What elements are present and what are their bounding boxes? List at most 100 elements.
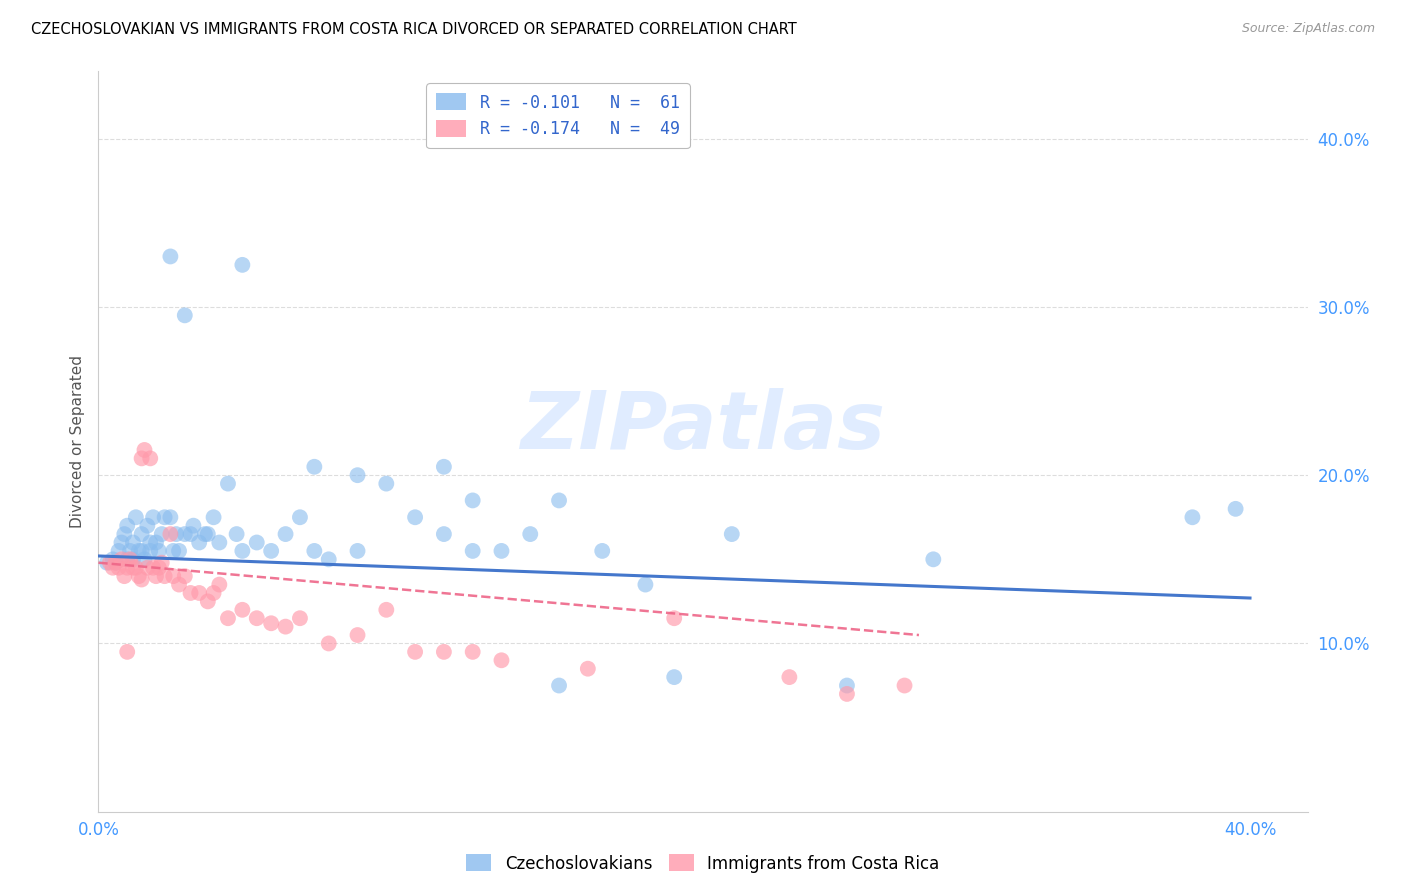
Point	[260, 544, 283, 558]
Point	[96, 556, 118, 570]
Point	[162, 569, 184, 583]
Point	[162, 544, 184, 558]
Point	[491, 653, 513, 667]
Point	[461, 645, 484, 659]
Point	[131, 451, 153, 466]
Point	[576, 662, 599, 676]
Point	[145, 535, 167, 549]
Point	[120, 544, 142, 558]
Point	[922, 552, 945, 566]
Point	[304, 459, 326, 474]
Point	[461, 493, 484, 508]
Point	[115, 560, 138, 574]
Point	[197, 594, 219, 608]
Point	[346, 628, 368, 642]
Point	[231, 544, 253, 558]
Point	[107, 560, 129, 574]
Point	[835, 687, 858, 701]
Point	[98, 556, 121, 570]
Point	[346, 544, 368, 558]
Point	[188, 586, 211, 600]
Point	[433, 645, 456, 659]
Point	[159, 527, 181, 541]
Point	[148, 544, 170, 558]
Point	[519, 527, 541, 541]
Point	[115, 552, 138, 566]
Point	[346, 468, 368, 483]
Point	[664, 670, 686, 684]
Text: ZIPatlas: ZIPatlas	[520, 388, 886, 466]
Point	[167, 544, 190, 558]
Point	[110, 552, 132, 566]
Point	[136, 560, 159, 574]
Point	[231, 603, 253, 617]
Point	[139, 535, 162, 549]
Point	[274, 527, 297, 541]
Point	[159, 249, 181, 264]
Point	[142, 510, 165, 524]
Point	[208, 577, 231, 591]
Legend: Czechoslovakians, Immigrants from Costa Rica: Czechoslovakians, Immigrants from Costa …	[460, 847, 946, 880]
Point	[131, 544, 153, 558]
Point	[159, 510, 181, 524]
Point	[246, 611, 269, 625]
Point	[110, 535, 132, 549]
Point	[136, 518, 159, 533]
Text: Source: ZipAtlas.com: Source: ZipAtlas.com	[1241, 22, 1375, 36]
Point	[142, 560, 165, 574]
Point	[461, 544, 484, 558]
Point	[165, 527, 187, 541]
Point	[120, 552, 142, 566]
Point	[115, 645, 138, 659]
Point	[548, 679, 571, 693]
Point	[128, 569, 150, 583]
Point	[202, 586, 225, 600]
Point	[101, 560, 124, 574]
Point	[145, 569, 167, 583]
Point	[139, 451, 162, 466]
Point	[125, 510, 148, 524]
Point	[1181, 510, 1204, 524]
Point	[134, 442, 156, 457]
Point	[288, 611, 311, 625]
Point	[148, 560, 170, 574]
Point	[404, 645, 426, 659]
Point	[208, 535, 231, 549]
Point	[122, 552, 145, 566]
Point	[1225, 501, 1247, 516]
Point	[720, 527, 742, 541]
Point	[217, 611, 239, 625]
Point	[664, 611, 686, 625]
Point	[288, 510, 311, 524]
Point	[125, 560, 148, 574]
Point	[112, 569, 135, 583]
Point	[150, 556, 173, 570]
Point	[433, 459, 456, 474]
Point	[153, 510, 176, 524]
Point	[173, 569, 195, 583]
Point	[150, 527, 173, 541]
Point	[194, 527, 217, 541]
Point	[202, 510, 225, 524]
Point	[188, 535, 211, 549]
Point	[180, 586, 202, 600]
Point	[134, 552, 156, 566]
Legend: R = -0.101   N =  61, R = -0.174   N =  49: R = -0.101 N = 61, R = -0.174 N = 49	[426, 83, 689, 148]
Point	[183, 518, 205, 533]
Point	[180, 527, 202, 541]
Point	[274, 619, 297, 633]
Point	[122, 535, 145, 549]
Text: CZECHOSLOVAKIAN VS IMMIGRANTS FROM COSTA RICA DIVORCED OR SEPARATED CORRELATION : CZECHOSLOVAKIAN VS IMMIGRANTS FROM COSTA…	[31, 22, 797, 37]
Point	[107, 544, 129, 558]
Point	[260, 616, 283, 631]
Point	[101, 552, 124, 566]
Point	[318, 636, 340, 650]
Point	[122, 560, 145, 574]
Point	[104, 556, 127, 570]
Point	[104, 556, 127, 570]
Point	[173, 527, 195, 541]
Point	[153, 569, 176, 583]
Point	[375, 603, 398, 617]
Point	[634, 577, 657, 591]
Point	[893, 679, 915, 693]
